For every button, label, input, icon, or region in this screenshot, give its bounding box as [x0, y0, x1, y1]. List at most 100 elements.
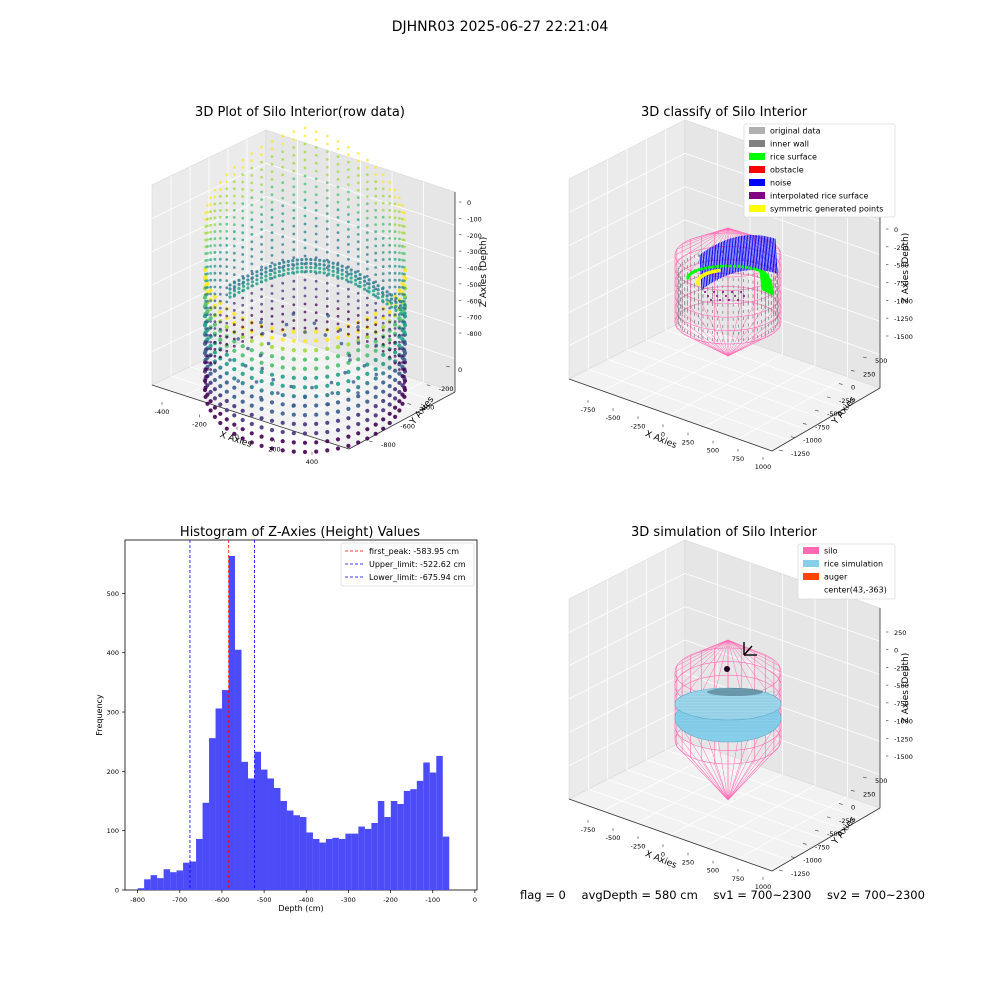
raw-point: [372, 285, 376, 289]
classify-legend-frame: [743, 123, 896, 218]
raw-point: [387, 365, 392, 370]
raw-point: [250, 181, 254, 185]
raw-point: [388, 209, 392, 212]
classify-silo-edge: [727, 306, 766, 357]
raw-point: [356, 166, 360, 170]
classify-silo-edge: [727, 310, 775, 357]
raw-point: [209, 326, 213, 330]
raw-point: [340, 268, 344, 272]
raw-point: [381, 295, 385, 299]
classify-point-rice: [765, 274, 769, 294]
raw-point: [302, 422, 308, 427]
raw-point: [388, 355, 392, 359]
raw-point: [250, 218, 254, 222]
raw-point: [314, 412, 319, 417]
raw-point: [302, 431, 308, 436]
raw-point: [398, 230, 401, 234]
raw-point: [393, 285, 397, 289]
panel-simulation-title: 3D simulation of Silo Interior: [631, 525, 818, 540]
raw-point: [374, 201, 378, 205]
raw-point: [312, 321, 317, 326]
histogram-x-tick-label: -700: [172, 896, 187, 904]
raw-point: [345, 270, 349, 274]
histogram-x-ticks: -800 -700 -600 -500 -400 -300 -200 -100 0: [130, 890, 477, 904]
classify-point-noise: [719, 242, 723, 278]
raw-point: [336, 292, 340, 295]
classify-point-rice: [760, 270, 764, 291]
classify-point-noise: [740, 235, 744, 271]
raw-point: [213, 264, 217, 268]
raw-point: [281, 243, 285, 246]
raw-point: [302, 357, 308, 362]
raw-point: [225, 194, 229, 198]
raw-point: [218, 402, 223, 407]
raw-point: [250, 284, 254, 288]
histogram-y-label: Frequency: [95, 694, 104, 736]
simulation-silo-edge: [727, 639, 780, 679]
raw-point: [374, 244, 378, 248]
raw-point: [373, 367, 378, 372]
raw-point: [209, 292, 213, 296]
histogram-bar: [273, 787, 281, 890]
raw-point: [291, 259, 295, 263]
raw-point: [259, 425, 264, 430]
raw-point: [381, 287, 385, 291]
raw-point: [403, 347, 406, 351]
raw-point: [365, 303, 369, 307]
simulation-z-ticks: 250 0 -250 -500 -750 -1000 -1250 -1500: [886, 629, 913, 761]
raw-point: [325, 158, 329, 161]
raw-point: [336, 170, 340, 174]
raw-point: [280, 420, 285, 425]
histogram-bar: [345, 833, 352, 890]
raw-y-tick-mark: [368, 440, 373, 443]
classify-point-noise: [710, 247, 714, 283]
histogram-vlines: [189, 540, 255, 890]
raw-point: [374, 194, 378, 198]
classify-point-rice: [770, 278, 774, 296]
raw-point: [270, 231, 274, 235]
raw-point: [314, 240, 318, 244]
classify-silo-edge: [682, 227, 729, 245]
raw-point: [347, 302, 350, 306]
raw-point: [259, 272, 263, 276]
raw-point: [336, 299, 340, 303]
raw-point: [213, 195, 217, 199]
raw-point: [206, 279, 209, 282]
histogram-x-tick-label: -600: [215, 896, 230, 904]
raw-point: [336, 216, 340, 219]
raw-point: [374, 237, 378, 241]
raw-point: [218, 229, 222, 233]
raw-point: [394, 300, 398, 304]
raw-point: [335, 354, 341, 359]
raw-point: [302, 376, 308, 381]
simulation-legend-swatch: [803, 560, 819, 567]
raw-point: [232, 413, 237, 418]
raw-point: [280, 393, 285, 398]
raw-point: [209, 258, 213, 261]
raw-point: [374, 273, 378, 276]
classify-point-rice: [707, 265, 711, 269]
raw-point: [381, 325, 386, 330]
raw-z-tick-label: -400: [467, 265, 482, 273]
raw-point: [336, 275, 340, 279]
raw-point: [381, 187, 385, 191]
simulation-legend-label: silo: [824, 547, 838, 556]
raw-point: [398, 237, 401, 241]
raw-point: [303, 238, 307, 242]
raw-point: [388, 313, 392, 317]
raw-point: [232, 367, 237, 372]
raw-point: [335, 437, 341, 442]
histogram-bar: [403, 790, 411, 890]
raw-point: [351, 380, 356, 384]
raw-point: [232, 173, 236, 176]
raw-point: [394, 296, 398, 300]
raw-point: [385, 302, 389, 306]
raw-point: [281, 305, 285, 308]
classify-point-interpolated: [725, 295, 727, 297]
raw-point: [400, 337, 405, 342]
raw-point: [356, 240, 360, 244]
classify-point-rice: [769, 277, 773, 295]
raw-point: [398, 304, 403, 308]
classify-legend-swatch: [749, 179, 765, 186]
raw-point: [225, 180, 229, 184]
